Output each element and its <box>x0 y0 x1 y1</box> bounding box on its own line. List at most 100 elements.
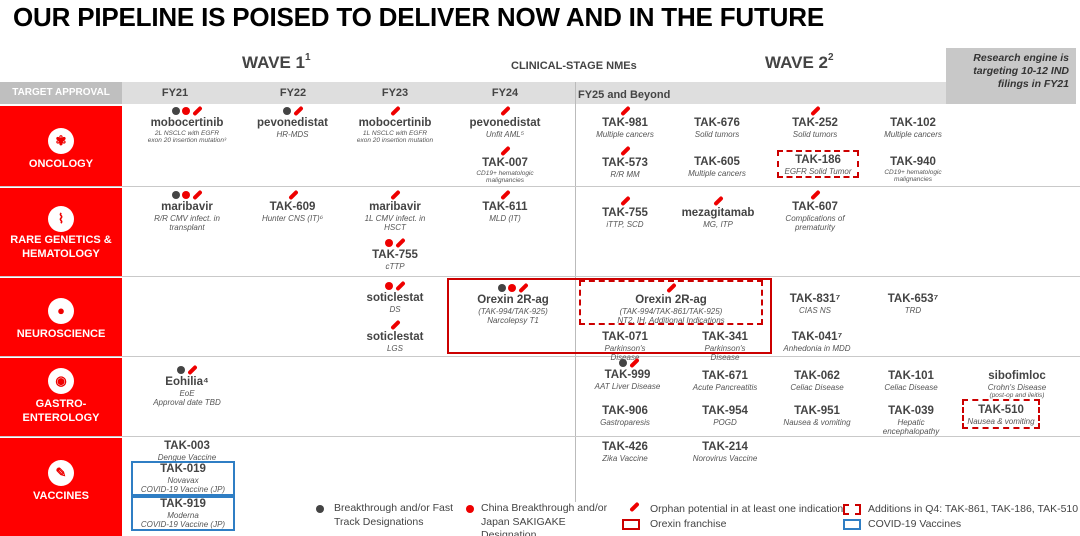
dna-strand-icon: ⌇ <box>48 206 74 232</box>
orphan-pill-icon <box>665 283 677 293</box>
dna-icon: ✾ <box>48 128 74 154</box>
legend-covid-text: COVID-19 Vaccines <box>868 518 962 530</box>
orphan-pill-icon <box>186 365 198 375</box>
program-tak-919-covid: TAK-919 Moderna COVID-19 Vaccine (JP) <box>131 496 235 531</box>
year-fy21: FY21 <box>161 87 189 99</box>
orphan-pill-icon <box>499 106 511 116</box>
china-dot <box>508 284 516 292</box>
breakthrough-dot <box>498 284 506 292</box>
program-tak-041: TAK-041⁷ Anhedonia in MDD <box>783 331 851 353</box>
program-tak-755-ittp: TAK-755 iTTP, SCD <box>580 196 670 229</box>
program-tak-573: TAK-573 R/R MM <box>580 146 670 179</box>
program-tak-954: TAK-954 POGD <box>702 405 748 427</box>
legend-breakthrough-text: Breakthrough and/or Fast Track Designati… <box>334 502 454 528</box>
target-approval-label: TARGET APPROVAL <box>0 82 122 104</box>
program-tak-605: TAK-605 Multiple cancers <box>688 156 746 178</box>
china-dot <box>385 282 393 290</box>
program-pevonedistat-aml: pevonedistat Unfit AML⁵ <box>455 106 555 139</box>
stomach-icon: ◉ <box>48 368 74 394</box>
orphan-pill-icon <box>619 146 631 156</box>
orphan-pill-icon <box>389 106 401 116</box>
orexin-franchise-box <box>447 278 772 354</box>
year-fy24: FY24 <box>491 87 519 99</box>
program-tak-186-new: TAK-186 EGFR Solid Tumor <box>777 150 859 178</box>
wave-divider <box>575 82 576 502</box>
program-soticlestat-ds: soticlestat DS <box>345 281 445 314</box>
orphan-pill-icon <box>287 190 299 200</box>
program-tak-653: TAK-653⁷ TRD <box>887 293 939 315</box>
page-title: OUR PIPELINE IS POISED TO DELIVER NOW AN… <box>13 2 824 32</box>
orphan-pill-icon <box>628 358 640 368</box>
orphan-pill-icon <box>809 190 821 200</box>
orphan-pill-icon <box>619 196 631 206</box>
orphan-pill-icon <box>619 106 631 116</box>
breakthrough-dot <box>316 505 324 514</box>
orphan-pill-icon <box>499 146 511 156</box>
orphan-pill-icon <box>499 190 511 200</box>
row-separator <box>0 276 1080 277</box>
orexin-box-icon <box>622 518 640 530</box>
orphan-pill-icon <box>712 196 724 206</box>
program-maribavir-1l: maribavir 1L CMV infect. in HSCT <box>345 190 445 232</box>
area-neuroscience: ● NEUROSCIENCE <box>0 278 122 356</box>
area-vaccines: ✎ VACCINES <box>0 438 122 536</box>
wave-2-heading: WAVE 22 <box>765 52 834 72</box>
legend-china-text: China Breakthrough and/or Japan SAKIGAKE… <box>481 502 608 536</box>
program-soticlestat-lgs: soticlestat LGS <box>345 320 445 353</box>
program-mezagitamab: mezagitamab MG, ITP <box>668 196 768 229</box>
breakthrough-dot <box>282 107 291 115</box>
legend-orphan-text: Orphan potential in at least one indicat… <box>650 503 844 515</box>
breakthrough-dot <box>172 107 180 115</box>
program-mobocertinib-1l: mobocertinib 1L NSCLC with EGFR exon 20 in… <box>345 106 445 145</box>
program-tak-940: TAK-940 CD19+ hematologic malignancies <box>884 156 942 184</box>
orphan-pill-icon <box>809 106 821 116</box>
program-tak-214: TAK-214 Norovirus Vaccine <box>692 441 758 463</box>
wave-1-heading: WAVE 11 <box>242 52 311 72</box>
program-eohilia: Eohilia⁴ EoE Approval date TBD <box>122 365 252 407</box>
legend-china <box>466 503 474 515</box>
china-dot <box>182 107 190 115</box>
china-dot <box>466 505 474 514</box>
program-pevonedistat-hrmds: pevonedistat HR-MDS <box>245 106 340 139</box>
china-dot <box>385 239 393 247</box>
program-tak-426: TAK-426 Zika Vaccine <box>602 441 648 463</box>
legend-breakthrough <box>316 503 324 515</box>
clinical-stage-heading: CLINICAL-STAGE NMEs <box>511 60 637 72</box>
breakthrough-dot <box>177 366 185 374</box>
breakthrough-dot <box>619 359 627 367</box>
row-separator <box>0 356 1080 357</box>
orphan-pill-icon <box>191 106 203 116</box>
orphan-pill-icon <box>394 281 406 291</box>
program-tak-609: TAK-609 Hunter CNS (IT)⁶ <box>245 190 340 223</box>
program-tak-831: TAK-831⁷ CIAS NS <box>789 293 841 315</box>
row-separator <box>0 186 1080 187</box>
program-tak-906: TAK-906 Gastroparesis <box>600 405 650 427</box>
program-sibofimloc: sibofimloc Crohn's Disease (post-op and il… <box>987 370 1047 399</box>
program-tak-951: TAK-951 Nausea & vomiting <box>783 405 851 427</box>
covid-box-icon <box>843 518 861 530</box>
year-fy23: FY23 <box>381 87 409 99</box>
program-tak-071: TAK-071 Parkinson's Disease <box>602 331 648 362</box>
program-tak-102: TAK-102 Multiple cancers <box>884 117 942 139</box>
year-header-band <box>0 82 946 104</box>
legend-additions <box>843 503 861 515</box>
program-tak-607: TAK-607 Complications of prematurity <box>770 190 860 232</box>
orphan-pill-icon <box>628 502 644 514</box>
program-maribavir-rr: maribavir R/R CMV infect. in transplant <box>122 190 252 232</box>
program-tak-062: TAK-062 Celiac Disease <box>790 370 844 392</box>
brain-icon: ● <box>48 298 74 324</box>
area-rare-genetics: ⌇ RARE GENETICS & HEMATOLOGY <box>0 188 122 276</box>
orphan-pill-icon <box>191 190 203 200</box>
legend-orexin <box>622 518 640 530</box>
legend-covid <box>843 518 861 530</box>
program-tak-981: TAK-981 Multiple cancers <box>580 106 670 139</box>
orphan-pill-icon <box>292 106 304 116</box>
research-engine-note: Research engine is targeting 10-12 IND f… <box>946 48 1076 104</box>
program-tak-999: TAK-999 AAT Liver Disease <box>580 358 675 391</box>
orphan-pill-icon <box>517 283 529 293</box>
breakthrough-dot <box>172 191 180 199</box>
orphan-pill-icon <box>389 320 401 330</box>
china-dot <box>182 191 190 199</box>
program-tak-007: TAK-007 CD19+ hematologic malignancies <box>455 146 555 185</box>
orphan-pill-icon <box>389 190 401 200</box>
